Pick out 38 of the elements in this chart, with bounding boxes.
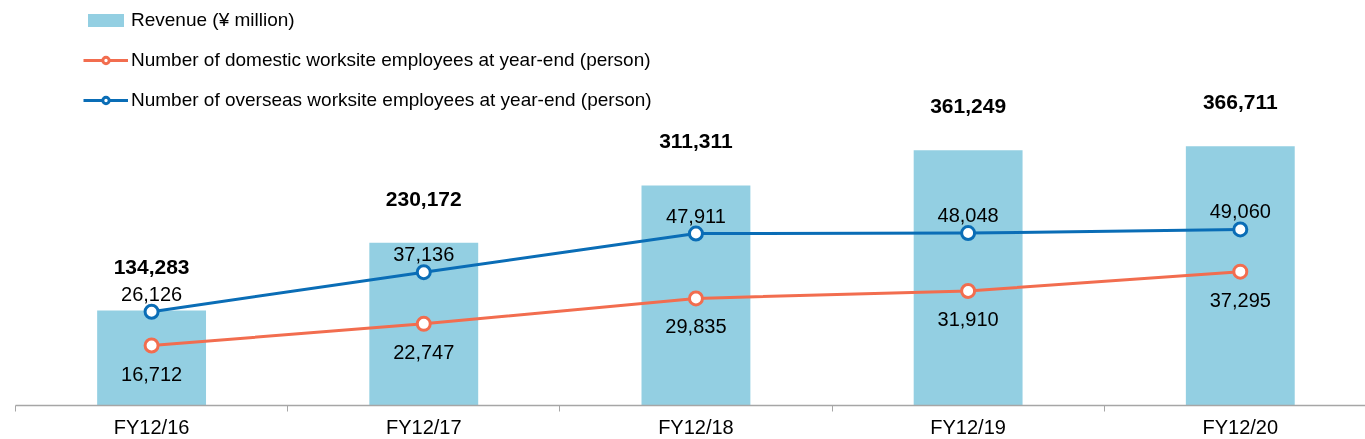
point <box>960 225 977 242</box>
data-label: 29,835 <box>665 315 727 338</box>
legend-label: Number of domestic worksite employees at year-end (person) <box>131 49 651 71</box>
legend-label: Number of overseas worksite employees at year-end (person) <box>131 89 652 111</box>
data-label: 361,249 <box>930 94 1007 118</box>
data-label: 366,711 <box>1202 90 1278 114</box>
data-label: 16,712 <box>121 362 183 385</box>
point <box>687 290 704 307</box>
x-tick-label: FY12/20 <box>1202 415 1279 438</box>
data-label: 22,747 <box>393 340 455 363</box>
data-label: 134,283 <box>113 254 190 278</box>
point <box>960 282 977 299</box>
x-tick-label: FY12/18 <box>658 415 734 438</box>
data-label: 26,126 <box>121 282 183 305</box>
data-label: 37,136 <box>393 243 455 266</box>
bar <box>369 242 479 406</box>
point <box>143 303 160 320</box>
bar <box>97 310 207 406</box>
bar <box>641 185 751 406</box>
data-label: 230,172 <box>385 186 462 210</box>
point <box>1232 221 1249 238</box>
point <box>415 264 432 281</box>
data-label: 49,060 <box>1209 200 1271 223</box>
data-label: 31,910 <box>937 307 999 330</box>
point <box>1232 263 1249 280</box>
legend-label: Revenue (¥ million) <box>131 9 295 31</box>
x-tick-label: FY12/19 <box>930 415 1006 438</box>
bar <box>1185 146 1295 406</box>
data-label: 37,295 <box>1209 288 1271 311</box>
point <box>687 225 704 242</box>
x-tick-label: FY12/16 <box>113 415 190 438</box>
data-label: 311,311 <box>659 129 734 153</box>
bar <box>913 150 1023 406</box>
point <box>415 315 432 332</box>
data-label: 47,911 <box>666 204 726 227</box>
data-label: 48,048 <box>937 204 999 227</box>
x-tick-label: FY12/17 <box>385 415 462 438</box>
point <box>143 337 160 354</box>
